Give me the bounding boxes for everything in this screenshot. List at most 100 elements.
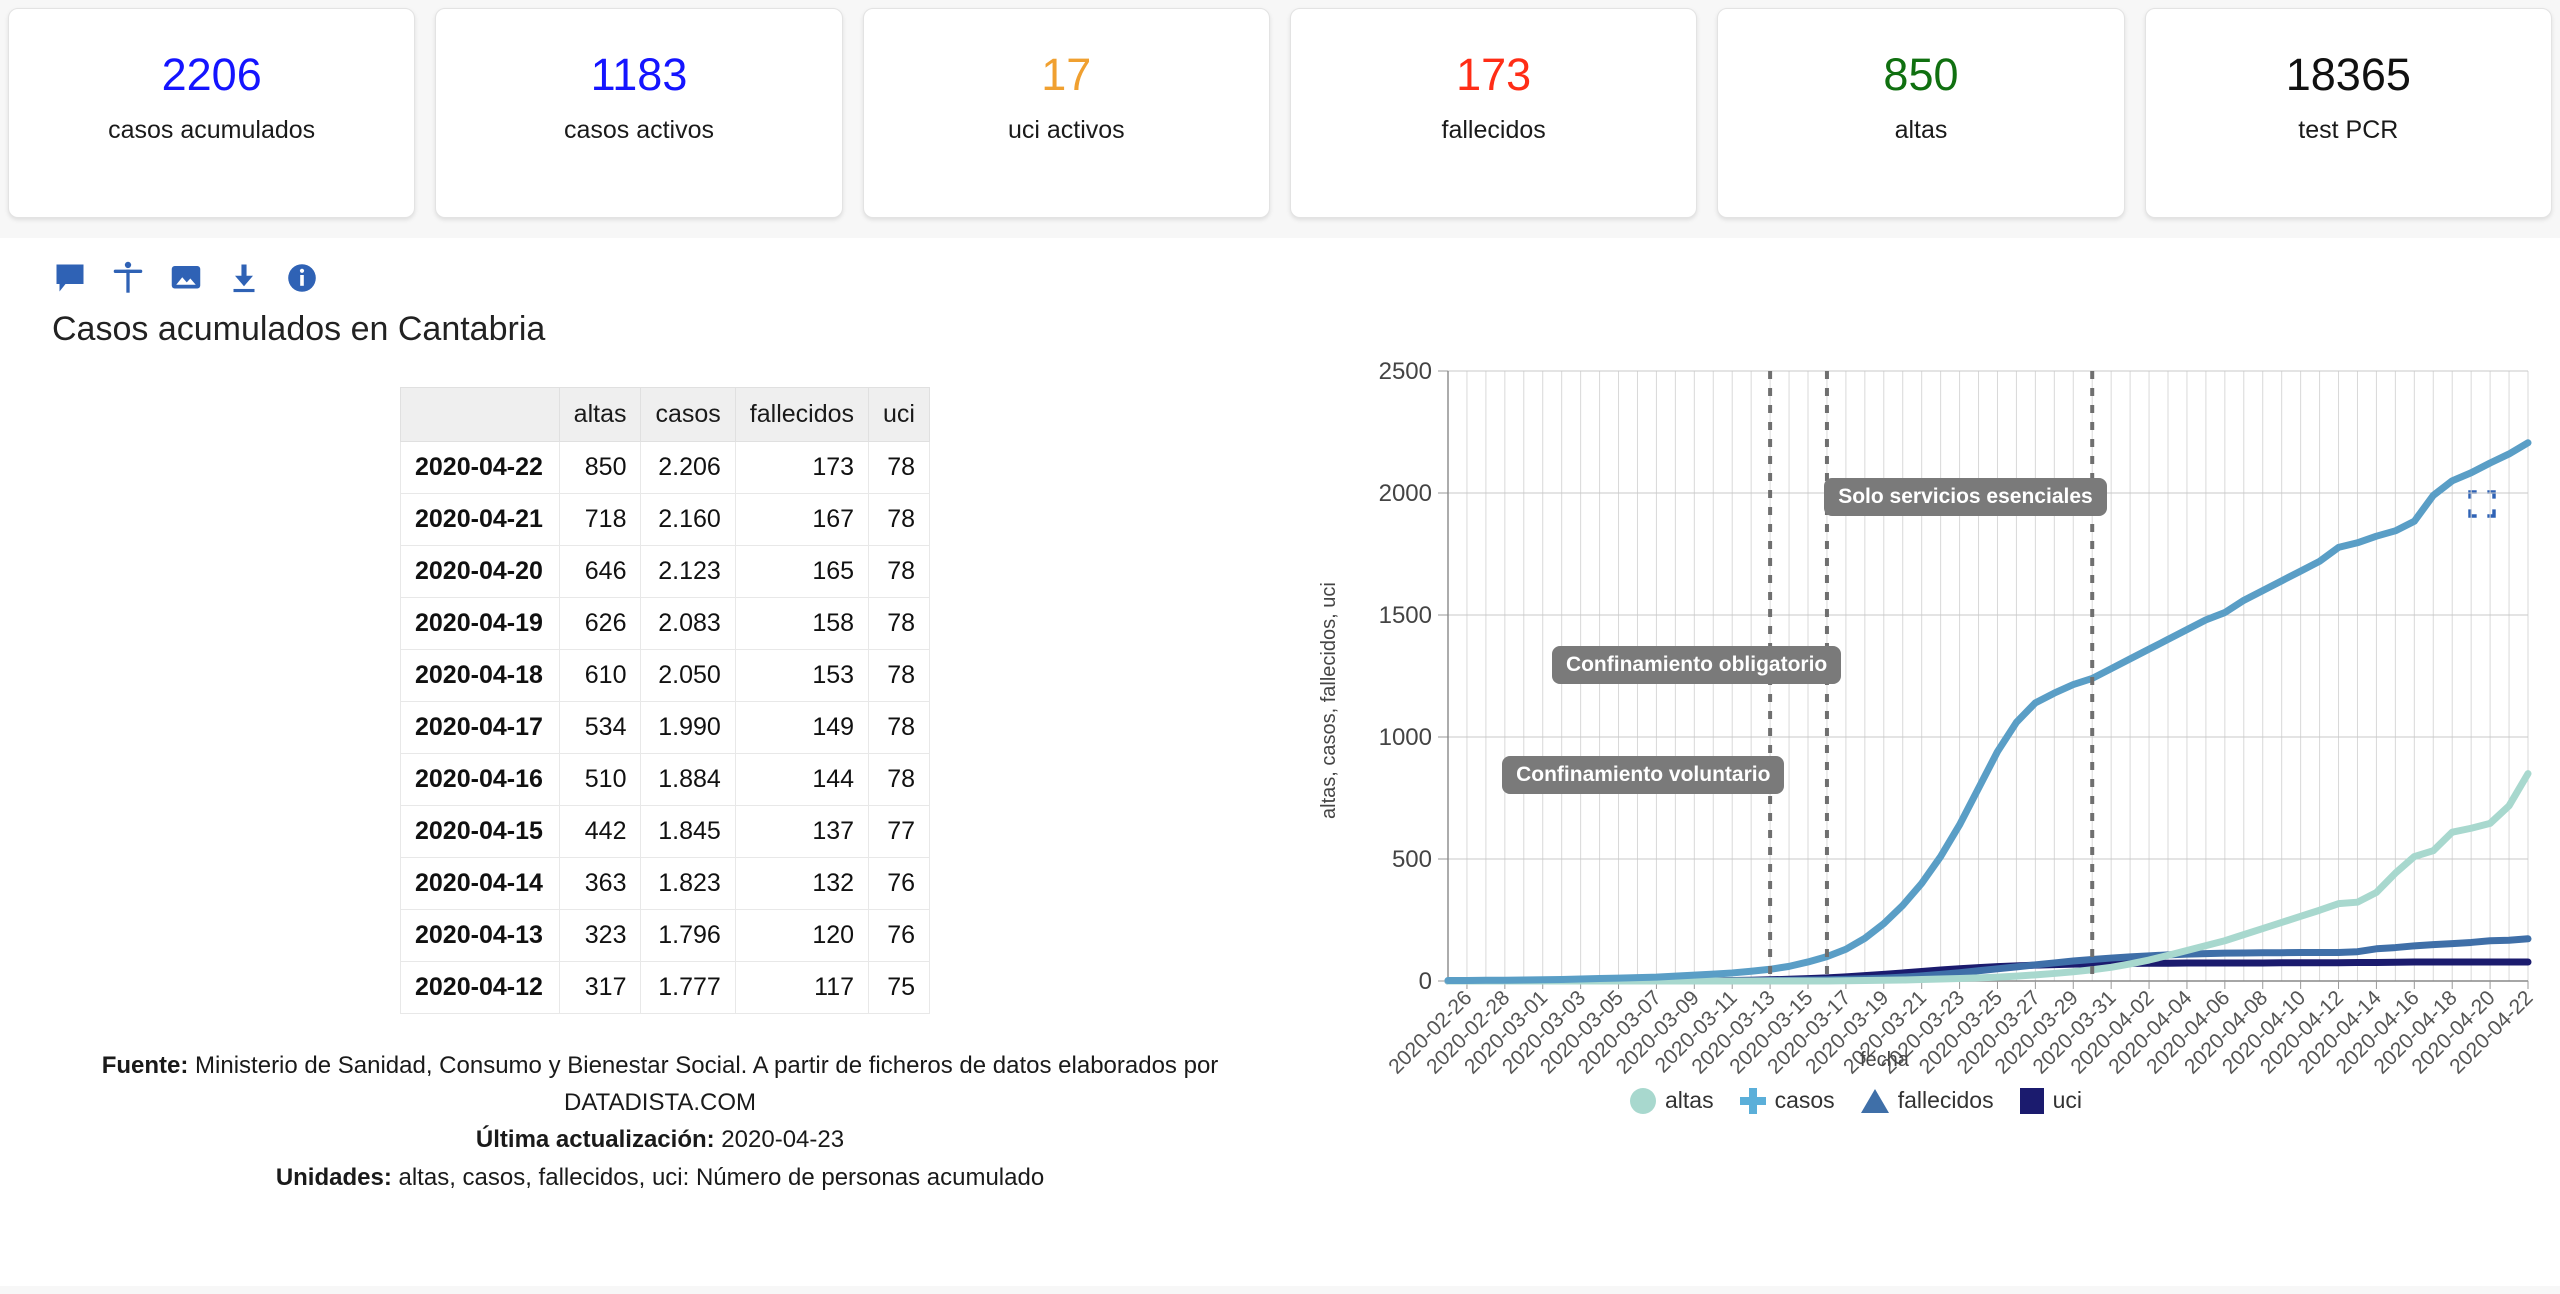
cell-value: 442 bbox=[558, 805, 642, 858]
y-tick-label: 1000 bbox=[1379, 724, 1432, 751]
info-icon[interactable] bbox=[284, 260, 320, 296]
y-tick-label: 2000 bbox=[1379, 480, 1432, 507]
kpi-row: 2206 casos acumulados 1183 casos activos… bbox=[0, 0, 2560, 228]
table-col-fallecidos: fallecidos bbox=[734, 387, 870, 442]
table-row: 2020-04-12 317 1.777 117 75 bbox=[400, 961, 930, 1014]
cell-value: 323 bbox=[558, 909, 642, 962]
triangle-marker-icon bbox=[1860, 1088, 1889, 1113]
table-row: 2020-04-22 850 2.206 173 78 bbox=[400, 441, 930, 494]
table-col-date bbox=[400, 387, 560, 442]
cell-value: 534 bbox=[558, 701, 642, 754]
footer-units: Unidades: altas, casos, fallecidos, uci:… bbox=[60, 1159, 1260, 1196]
footer-units-value: altas, casos, fallecidos, uci: Número de… bbox=[391, 1163, 1045, 1191]
kpi-card-altas: 850 altas bbox=[1717, 8, 2125, 218]
cell-value: 718 bbox=[558, 493, 642, 546]
chart-annotation: Solo servicios esenciales bbox=[1824, 477, 2107, 516]
cell-date: 2020-04-19 bbox=[400, 597, 560, 650]
download-icon[interactable] bbox=[226, 260, 262, 296]
cell-value: 2.083 bbox=[640, 597, 736, 650]
footer-units-label: Unidades: bbox=[275, 1163, 392, 1191]
cell-value: 510 bbox=[558, 753, 642, 806]
kpi-label: casos activos bbox=[563, 116, 715, 145]
cell-value: 1.990 bbox=[640, 701, 736, 754]
table-scroll-area[interactable]: altas casos fallecidos uci 2020-04-22 850… bbox=[0, 349, 1300, 1039]
cell-value: 2.123 bbox=[640, 545, 736, 598]
kpi-card-casos-activos: 1183 casos activos bbox=[435, 8, 843, 218]
cell-value: 626 bbox=[558, 597, 642, 650]
image-icon[interactable] bbox=[168, 260, 204, 296]
cell-value: 120 bbox=[734, 909, 870, 962]
kpi-value: 2206 bbox=[161, 49, 262, 100]
cell-value: 117 bbox=[734, 961, 870, 1014]
legend-item-casos[interactable]: casos bbox=[1739, 1087, 1835, 1114]
cell-date: 2020-04-12 bbox=[400, 961, 560, 1014]
kpi-card-casos-acumulados: 2206 casos acumulados bbox=[8, 8, 416, 218]
cell-value: 646 bbox=[558, 545, 642, 598]
footer-source: Fuente: Ministerio de Sanidad, Consumo y… bbox=[60, 1047, 1260, 1084]
fullscreen-icon[interactable] bbox=[2466, 488, 2498, 520]
chart-annotation: Confinamiento obligatorio bbox=[1551, 646, 1842, 685]
accessibility-icon[interactable] bbox=[110, 260, 146, 296]
panel-toolbar bbox=[0, 238, 2560, 300]
comment-icon[interactable] bbox=[52, 260, 88, 296]
legend-item-fallecidos[interactable]: fallecidos bbox=[1860, 1087, 1994, 1114]
cell-value: 165 bbox=[734, 545, 870, 598]
legend-label: uci bbox=[2052, 1087, 2082, 1113]
cell-value: 1.796 bbox=[640, 909, 736, 962]
table-col-altas: altas bbox=[558, 387, 642, 442]
legend-label: casos bbox=[1774, 1087, 1835, 1113]
cell-value: 2.206 bbox=[640, 441, 736, 494]
footer-source-label: Fuente: bbox=[101, 1052, 189, 1079]
cell-value: 1.884 bbox=[640, 753, 736, 806]
kpi-label: uci activos bbox=[1007, 116, 1125, 145]
page-title: Casos acumulados en Cantabria bbox=[52, 310, 546, 348]
cell-value: 610 bbox=[558, 649, 642, 702]
y-tick-label: 500 bbox=[1392, 846, 1432, 873]
legend-item-uci[interactable]: uci bbox=[2019, 1087, 2082, 1114]
cell-value: 2.160 bbox=[640, 493, 736, 546]
y-tick-label: 0 bbox=[1419, 968, 1432, 995]
cell-date: 2020-04-21 bbox=[400, 493, 560, 546]
footer-updated-value: 2020-04-23 bbox=[714, 1126, 845, 1154]
cell-value: 78 bbox=[868, 701, 930, 754]
plus-marker-icon bbox=[1739, 1087, 1766, 1114]
table-col-casos: casos bbox=[640, 387, 736, 442]
cell-value: 76 bbox=[868, 857, 930, 910]
cell-value: 76 bbox=[868, 909, 930, 962]
cell-value: 2.050 bbox=[640, 649, 736, 702]
cell-value: 144 bbox=[734, 753, 870, 806]
cell-value: 78 bbox=[868, 753, 930, 806]
y-tick-label: 2500 bbox=[1379, 358, 1432, 385]
legend-label: altas bbox=[1665, 1087, 1714, 1113]
cell-date: 2020-04-16 bbox=[400, 753, 560, 806]
table-row: 2020-04-16 510 1.884 144 78 bbox=[400, 753, 930, 806]
legend-item-altas[interactable]: altas bbox=[1630, 1087, 1714, 1114]
chart-annotation: Confinamiento voluntario bbox=[1502, 756, 1785, 795]
table-column: altas casos fallecidos uci 2020-04-22 850… bbox=[0, 349, 1300, 1294]
cell-value: 78 bbox=[868, 441, 930, 494]
cell-date: 2020-04-20 bbox=[400, 545, 560, 598]
footer-updated: Última actualización: 2020-04-23 bbox=[60, 1121, 1260, 1158]
cell-value: 850 bbox=[558, 441, 642, 494]
kpi-value: 173 bbox=[1456, 49, 1532, 100]
line-chart[interactable]: 0 500 1000 1500 2000 2500 2020-02-26 2020-02-28… bbox=[1300, 349, 2540, 1294]
cell-value: 153 bbox=[734, 649, 870, 702]
chart-legend: altas casos fallecidos uci bbox=[1630, 1087, 2082, 1114]
kpi-value: 17 bbox=[1041, 49, 1092, 100]
kpi-card-uci-activos: 17 uci activos bbox=[862, 8, 1270, 218]
legend-label: fallecidos bbox=[1897, 1087, 1994, 1113]
data-table: altas casos fallecidos uci 2020-04-22 850… bbox=[400, 387, 930, 1014]
cell-value: 173 bbox=[734, 441, 870, 494]
cell-date: 2020-04-15 bbox=[400, 805, 560, 858]
cell-date: 2020-04-13 bbox=[400, 909, 560, 962]
table-row: 2020-04-18 610 2.050 153 78 bbox=[400, 649, 930, 702]
kpi-card-fallecidos: 173 fallecidos bbox=[1289, 8, 1698, 218]
table-row: 2020-04-15 442 1.845 137 77 bbox=[400, 805, 930, 858]
cell-date: 2020-04-17 bbox=[400, 701, 560, 754]
table-body: 2020-04-22 850 2.206 173 78 2020-04-21 718 2.16… bbox=[400, 441, 930, 1014]
cell-value: 1.823 bbox=[640, 857, 736, 910]
kpi-label: test PCR bbox=[2298, 116, 2399, 145]
cell-value: 75 bbox=[868, 961, 930, 1014]
cell-value: 78 bbox=[868, 493, 930, 546]
chart-panel: Casos acumulados en Cantabria altas caso… bbox=[0, 238, 2560, 1286]
